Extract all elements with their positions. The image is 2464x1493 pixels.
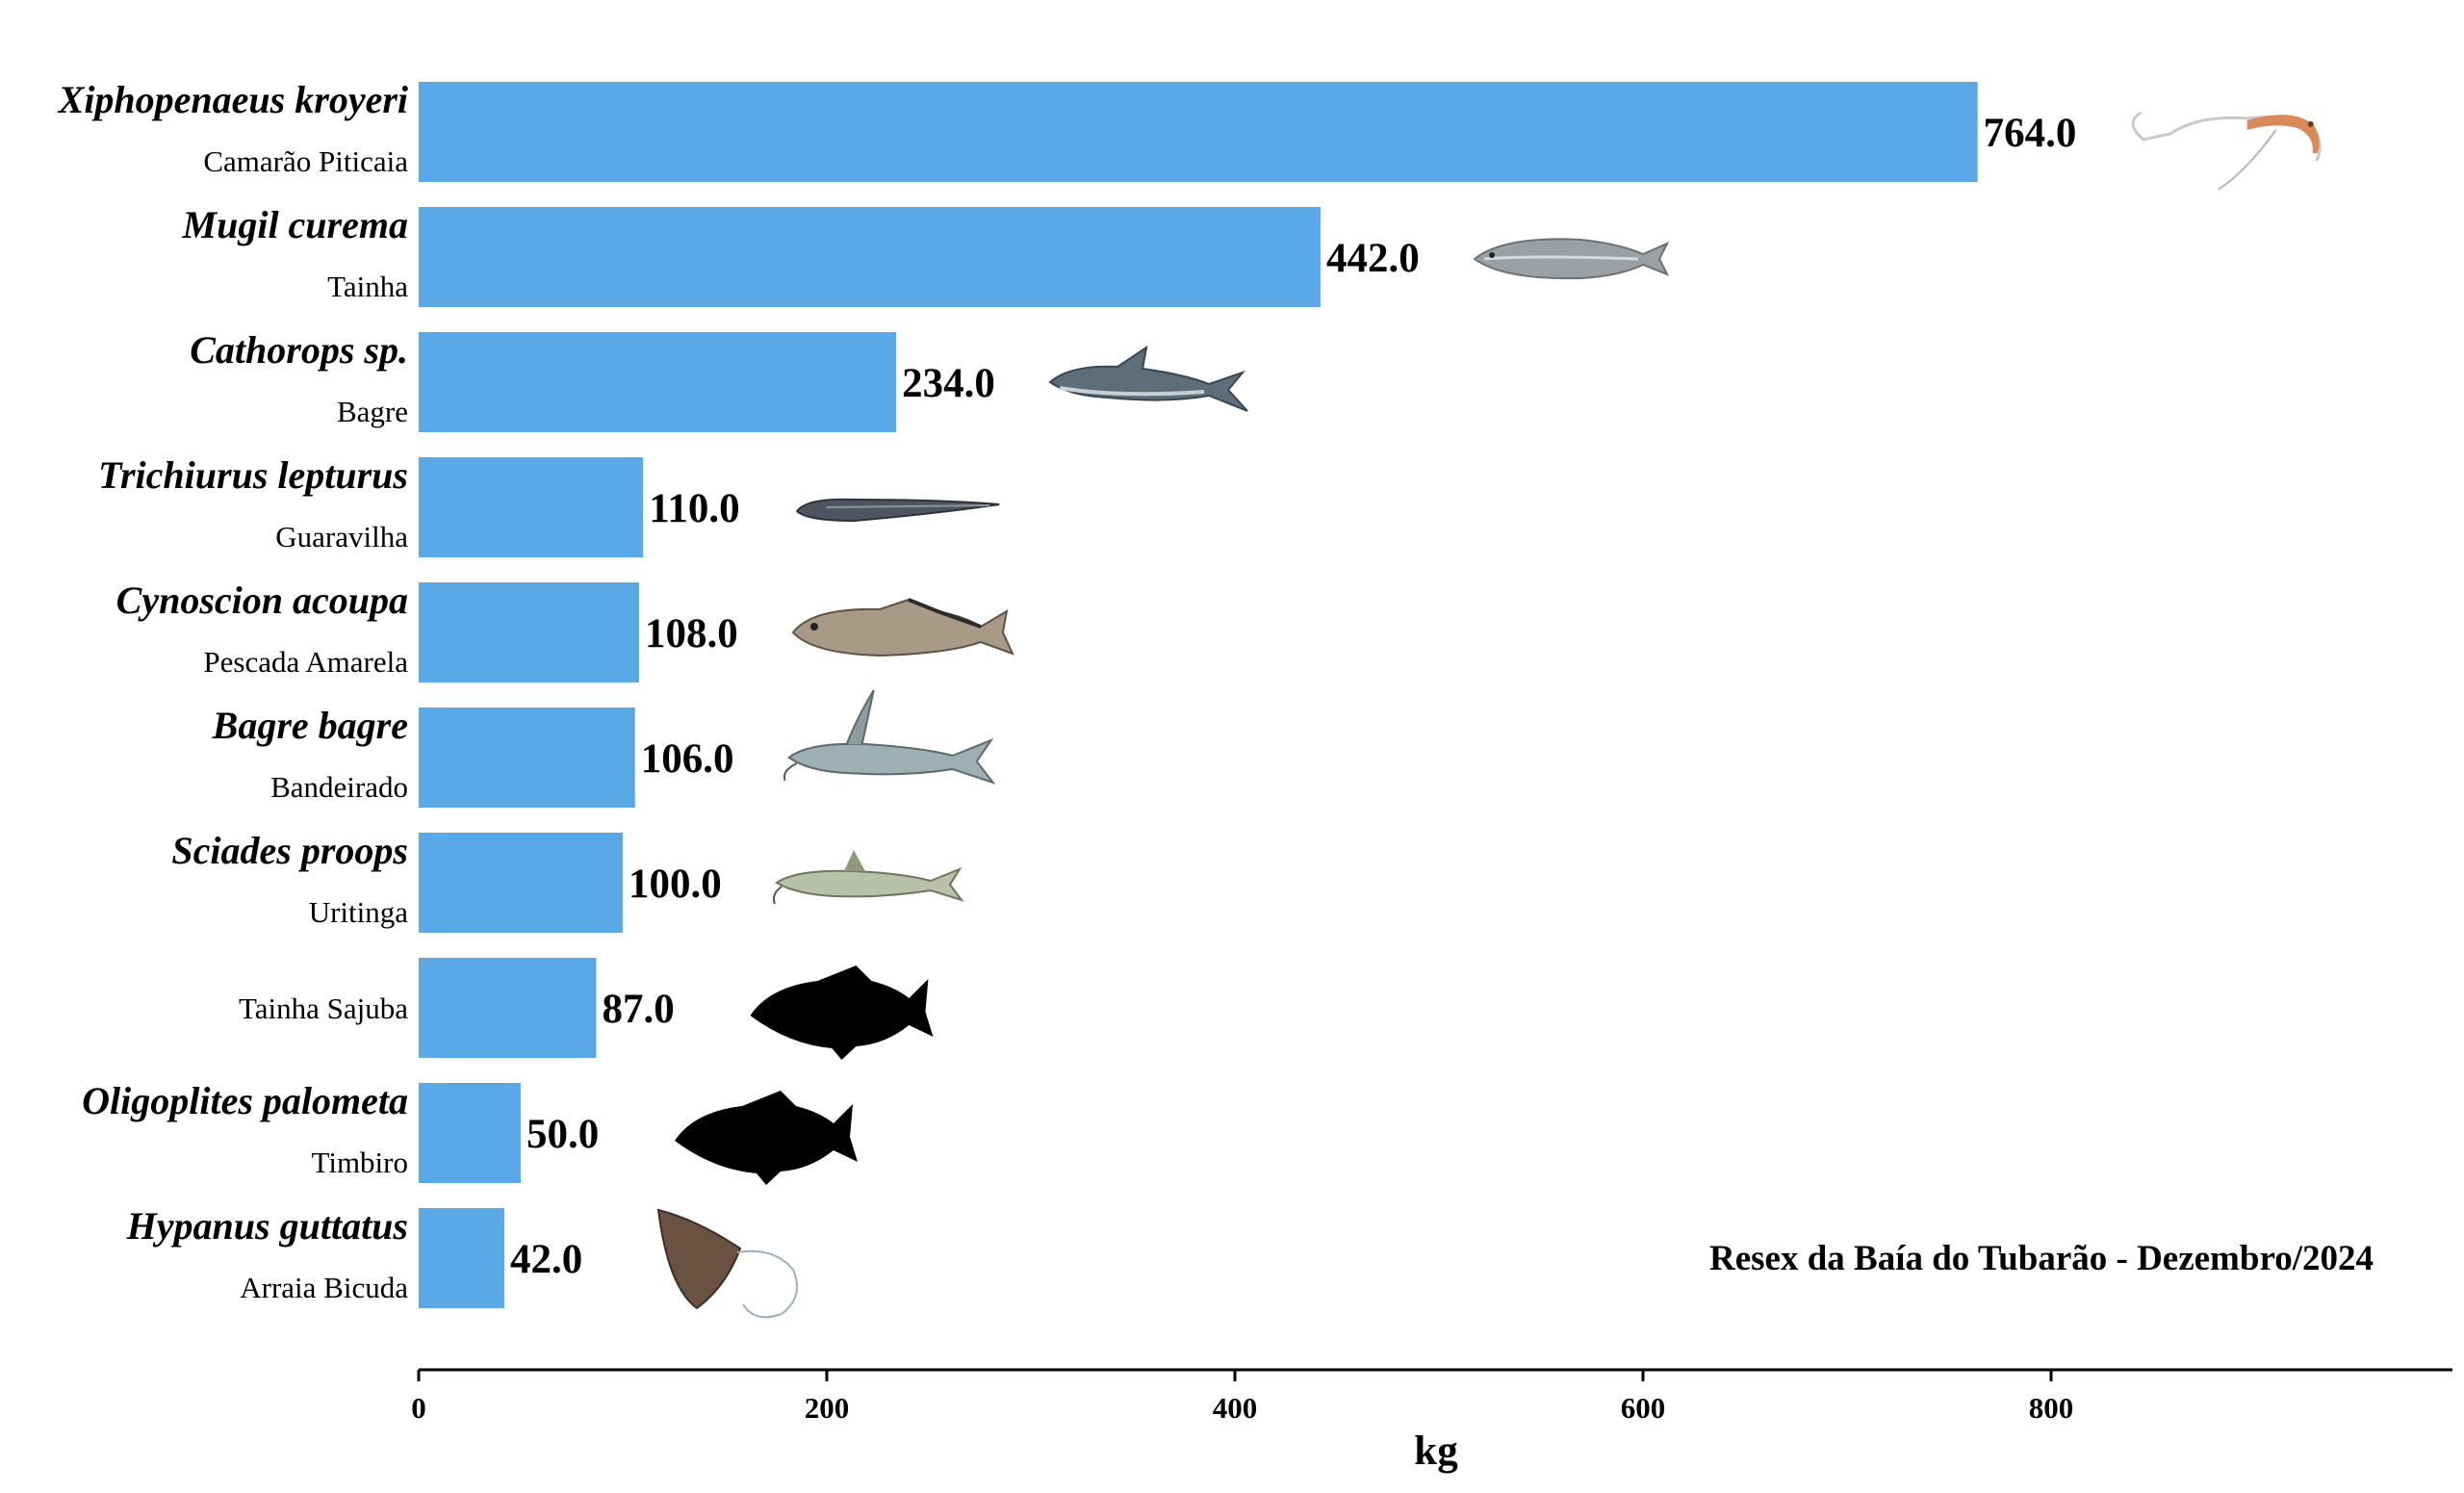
bar-value-label: 100.0 bbox=[629, 862, 722, 907]
species-common-name: Timbiro bbox=[311, 1145, 408, 1179]
catfish-icon bbox=[1048, 345, 1248, 412]
mullet-fish-icon bbox=[1473, 238, 1670, 280]
bars-group bbox=[419, 82, 1978, 1308]
x-tick-label: 400 bbox=[1213, 1391, 1258, 1425]
bar bbox=[419, 1083, 521, 1183]
bar-value-label: 764.0 bbox=[1984, 111, 2077, 156]
bar-value-label: 87.0 bbox=[602, 987, 674, 1032]
bar bbox=[419, 708, 635, 808]
species-common-name: Tainha Sajuba bbox=[239, 991, 408, 1025]
category-labels-group: Xiphopenaeus kroyeri Camarão Piticaia Mugi… bbox=[57, 78, 409, 1304]
bar-value-label: 42.0 bbox=[510, 1237, 582, 1282]
species-icons-group bbox=[656, 111, 2322, 1319]
species-common-name: Pescada Amarela bbox=[203, 645, 408, 679]
shrimp-icon bbox=[2131, 111, 2322, 191]
species-common-name: Camarão Piticaia bbox=[203, 144, 408, 178]
weakfish-icon bbox=[791, 598, 1014, 657]
species-scientific-name: Bagre bagre bbox=[212, 704, 408, 747]
x-axis-label: kg bbox=[1414, 1429, 1458, 1474]
bar bbox=[419, 332, 897, 432]
bar-value-label: 442.0 bbox=[1326, 236, 1420, 281]
species-scientific-name: Mugil curema bbox=[182, 203, 408, 246]
x-tick-label: 0 bbox=[411, 1391, 426, 1425]
bar bbox=[419, 207, 1322, 307]
bar bbox=[419, 82, 1978, 182]
species-scientific-name: Sciades proops bbox=[171, 829, 408, 872]
species-common-name: Tainha bbox=[327, 270, 408, 303]
x-tick-label: 600 bbox=[1621, 1391, 1666, 1425]
species-scientific-name: Oligoplites palometa bbox=[82, 1079, 408, 1122]
x-tick-label: 200 bbox=[805, 1391, 850, 1425]
bar bbox=[419, 1208, 505, 1308]
species-common-name: Guaravilha bbox=[275, 520, 408, 553]
species-scientific-name: Cynoscion acoupa bbox=[116, 579, 408, 622]
bar-value-label: 110.0 bbox=[649, 486, 739, 531]
bar-value-label: 106.0 bbox=[641, 736, 734, 782]
cutlassfish-icon bbox=[795, 498, 1000, 523]
stingray-icon bbox=[656, 1208, 798, 1319]
species-scientific-name: Hypanus guttatus bbox=[126, 1204, 408, 1248]
species-scientific-name: Xiphopenaeus kroyeri bbox=[57, 78, 408, 121]
fish-silhouette-icon bbox=[750, 965, 934, 1060]
bar bbox=[419, 457, 644, 557]
bar bbox=[419, 582, 639, 682]
bar-value-label: 108.0 bbox=[645, 611, 738, 656]
chart-annotation: Resex da Baía do Tubarão - Dezembro/2024 bbox=[1709, 1239, 2374, 1278]
value-labels-group: 764.0 442.0 234.0 110.0 108.0 106.0 100.0 87.0 5… bbox=[510, 111, 2076, 1282]
bar bbox=[419, 833, 623, 933]
species-common-name: Arraia Bicuda bbox=[240, 1271, 408, 1304]
bar-value-label: 234.0 bbox=[902, 361, 995, 406]
uritinga-catfish-icon bbox=[772, 850, 964, 905]
bar bbox=[419, 958, 597, 1058]
bar-value-label: 50.0 bbox=[526, 1112, 599, 1157]
x-tick-label: 800 bbox=[2029, 1391, 2074, 1425]
species-common-name: Uritinga bbox=[309, 895, 409, 929]
x-axis: 0 200 400 600 800 bbox=[411, 1368, 2452, 1425]
species-scientific-name: Cathorops sp. bbox=[190, 328, 408, 372]
flag-catfish-icon bbox=[783, 689, 996, 785]
species-common-name: Bandeirado bbox=[270, 770, 408, 804]
species-common-name: Bagre bbox=[337, 395, 408, 428]
fish-silhouette-icon bbox=[675, 1091, 858, 1185]
species-scientific-name: Trichiurus lepturus bbox=[98, 453, 408, 497]
